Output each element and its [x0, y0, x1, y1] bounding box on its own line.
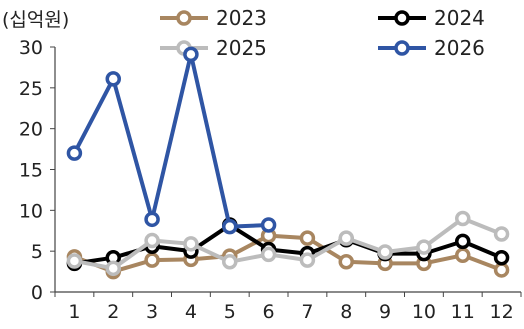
y-tick-label: 30	[19, 37, 43, 59]
legend-item-2026: 2026	[378, 36, 485, 60]
data-point	[338, 230, 354, 246]
x-tick-label: 8	[340, 301, 352, 323]
data-point	[66, 145, 83, 161]
y-tick-label: 5	[31, 241, 43, 263]
x-tick-label: 7	[301, 301, 313, 323]
legend-marker	[176, 10, 192, 26]
x-tick-label: 6	[263, 301, 275, 323]
data-point	[222, 254, 238, 270]
legend-item-2025: 2025	[160, 36, 267, 60]
series-layer	[66, 46, 510, 280]
data-point	[455, 210, 471, 227]
data-point	[260, 217, 277, 233]
data-point	[183, 236, 199, 252]
data-point	[144, 232, 160, 249]
data-point	[338, 254, 354, 270]
legend-marker	[394, 10, 410, 26]
data-point	[299, 252, 316, 268]
y-tick-label: 10	[19, 200, 43, 222]
legend-label: 2023	[216, 6, 267, 30]
legend-item-2024: 2024	[378, 6, 485, 30]
x-tick-label: 1	[68, 301, 80, 323]
data-point	[455, 247, 471, 263]
y-tick-label: 25	[19, 78, 43, 100]
series-line	[74, 216, 503, 271]
data-point	[260, 246, 277, 263]
x-tick-label: 4	[185, 301, 197, 323]
legend-label: 2024	[434, 6, 485, 30]
y-unit-label: (십억원)	[2, 9, 69, 31]
x-tick-label: 10	[412, 301, 436, 323]
x-tick-label: 9	[379, 301, 391, 323]
data-point	[144, 211, 160, 228]
data-point	[377, 244, 393, 260]
data-point	[144, 252, 160, 268]
legend-label: 2025	[216, 36, 267, 60]
y-tick-label: 0	[31, 282, 43, 304]
data-point	[455, 233, 471, 250]
series-2025	[66, 210, 510, 277]
legend-marker	[394, 40, 410, 56]
data-point	[222, 218, 238, 235]
x-tick-label: 12	[489, 301, 513, 323]
series-line	[73, 233, 503, 274]
x-tick-label: 5	[224, 301, 236, 323]
data-point	[416, 239, 432, 255]
x-tick-label: 2	[107, 301, 119, 323]
series-line	[72, 52, 269, 229]
data-point	[299, 230, 316, 246]
data-point	[493, 262, 510, 278]
data-point	[105, 260, 121, 277]
data-point	[105, 71, 121, 87]
x-tick-label: 11	[451, 301, 475, 323]
data-point	[493, 249, 510, 266]
data-point	[66, 253, 83, 269]
series-2026	[66, 46, 277, 235]
series-2024	[66, 217, 510, 272]
data-point	[493, 226, 510, 242]
data-point	[183, 46, 199, 63]
y-tick-label: 20	[19, 119, 43, 141]
x-tick-label: 3	[146, 301, 158, 323]
legend: 2023 2024 2025 2026	[160, 6, 485, 60]
legend-label: 2026	[434, 36, 485, 60]
y-tick-label: 15	[19, 160, 43, 182]
legend-item-2023: 2023	[160, 6, 267, 30]
